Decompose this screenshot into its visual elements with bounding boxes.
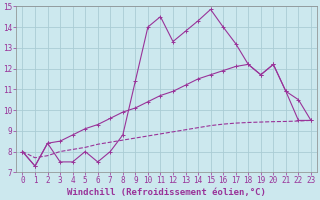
X-axis label: Windchill (Refroidissement éolien,°C): Windchill (Refroidissement éolien,°C) xyxy=(67,188,266,197)
